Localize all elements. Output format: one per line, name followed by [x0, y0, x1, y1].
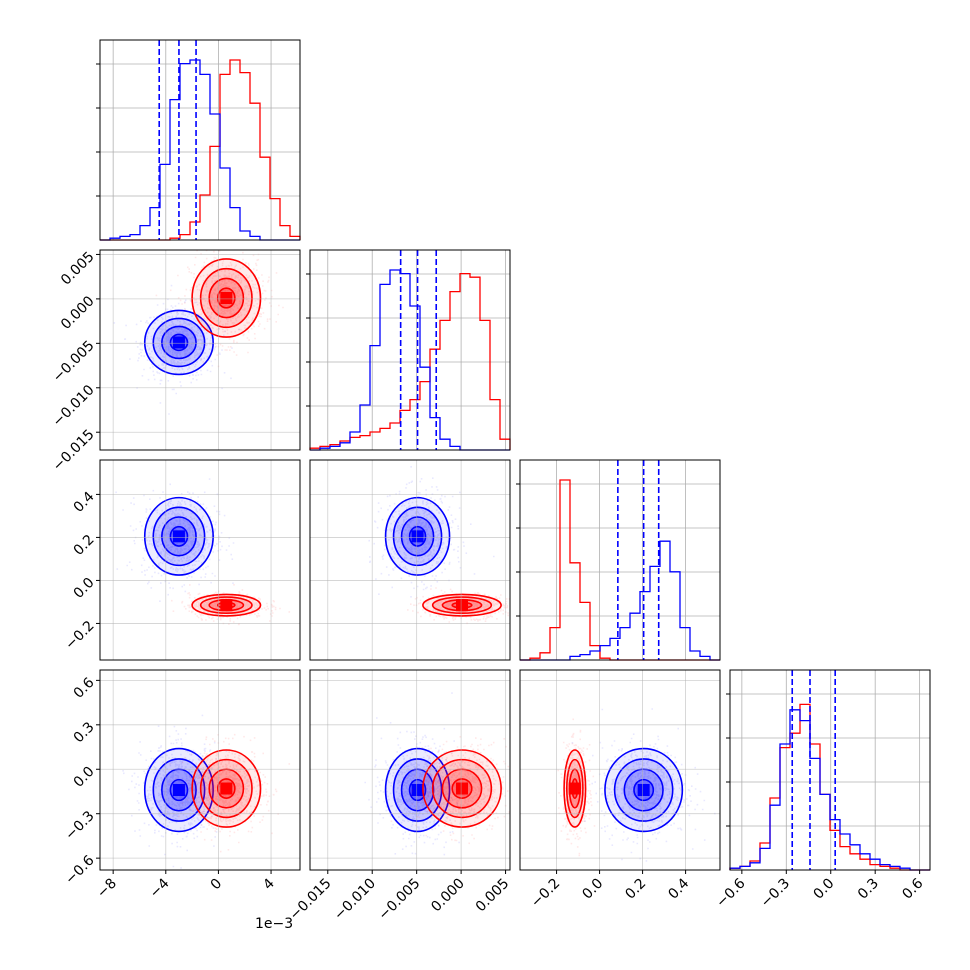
panel-frame	[99, 459, 301, 661]
y-tick-label: 0.4	[71, 489, 98, 516]
x-tick-label: 0.005	[473, 876, 513, 916]
x-tick-label: 0	[208, 876, 226, 894]
x-tick-label: 0.2	[622, 876, 649, 903]
hist-blue	[100, 59, 300, 241]
y-tick-label: −0.6	[62, 852, 97, 887]
x-tick-label: 4	[260, 875, 278, 893]
y-tick-label: −0.005	[50, 338, 98, 386]
density-peak	[637, 784, 650, 796]
scatter-panel-2-1	[309, 459, 511, 661]
y-tick-label: 0.000	[58, 293, 98, 333]
y-tick-label: −0.015	[50, 427, 98, 475]
density-peak	[411, 530, 424, 543]
scatter-points-blue	[368, 466, 495, 603]
hist-red	[309, 272, 511, 450]
panel-frame	[309, 249, 511, 451]
scatter-panel-3-2	[519, 669, 721, 871]
scatter-content	[113, 250, 284, 415]
x-tick-label: −0.015	[287, 876, 335, 924]
density-peak	[220, 599, 233, 612]
hist-blue	[729, 709, 930, 871]
hist-panel-3	[726, 669, 931, 871]
panel-frame	[99, 249, 301, 451]
scatter-content	[557, 708, 716, 862]
x-tick-label: −0.005	[376, 876, 424, 924]
scatter-content	[122, 714, 291, 869]
scatter-content	[364, 692, 510, 856]
x-tick-label: 0.0	[579, 876, 606, 903]
hist-red	[729, 703, 930, 871]
y-tick-label: −0.010	[50, 382, 98, 430]
hist-red	[100, 59, 301, 241]
scatter-content	[115, 478, 291, 626]
x-tick-label: −0.010	[331, 876, 379, 924]
panel-frame	[309, 459, 511, 661]
offset-text: 1e−3	[255, 916, 293, 932]
density-peak	[411, 784, 424, 796]
x-tick-label: 0.000	[428, 876, 468, 916]
density-peak	[172, 530, 185, 543]
x-tick-label: −0.6	[713, 875, 748, 910]
hist-panel-2	[516, 459, 721, 661]
density-peak	[456, 782, 468, 795]
panel-frame	[99, 669, 301, 871]
density-peak	[172, 336, 185, 349]
y-tick-label: 0.0	[71, 575, 98, 602]
x-tick-label: −0.3	[758, 876, 793, 911]
y-tick-label: 0.3	[71, 719, 98, 746]
hist-panel-1	[306, 249, 511, 451]
density-peak	[172, 784, 185, 796]
y-tick-label: 0.0	[71, 764, 98, 791]
density-peak	[568, 782, 581, 795]
scatter-panel-3-1	[309, 669, 511, 871]
scatter-points-red	[390, 736, 510, 845]
x-tick-label: 0.0	[811, 876, 838, 903]
y-tick-label: −0.2	[62, 618, 97, 653]
x-tick-label: −8	[94, 876, 120, 902]
panel-frame	[309, 669, 511, 871]
scatter-panel-3-0: −0.6 −0.3 0.0 0.3 0.6	[62, 669, 301, 888]
panel-frame	[519, 459, 721, 661]
hist-blue	[520, 540, 720, 661]
density-peak	[220, 292, 233, 304]
density-peak	[220, 782, 233, 795]
panel-frame	[99, 39, 301, 241]
panel-frame	[519, 669, 721, 871]
hist-panel-0	[96, 39, 301, 241]
scatter-points-blue	[115, 478, 235, 602]
density-peak	[456, 599, 468, 612]
x-tick-label: −0.2	[528, 876, 563, 911]
y-tick-label: 0.6	[71, 675, 98, 702]
x-tick-label: −4	[147, 875, 173, 901]
scatter-panel-2-0: −0.2 0.0 0.2 0.4	[62, 459, 301, 661]
y-tick-label: 0.005	[58, 249, 98, 289]
panel-frame	[729, 669, 931, 871]
x-tick-label: 0.4	[665, 875, 692, 902]
y-tick-label: 0.2	[71, 532, 98, 559]
y-tick-label: −0.3	[62, 808, 97, 843]
scatter-content	[368, 466, 510, 625]
x-tick-label: 0.3	[855, 876, 882, 903]
x-tick-label: 0.6	[899, 875, 926, 902]
